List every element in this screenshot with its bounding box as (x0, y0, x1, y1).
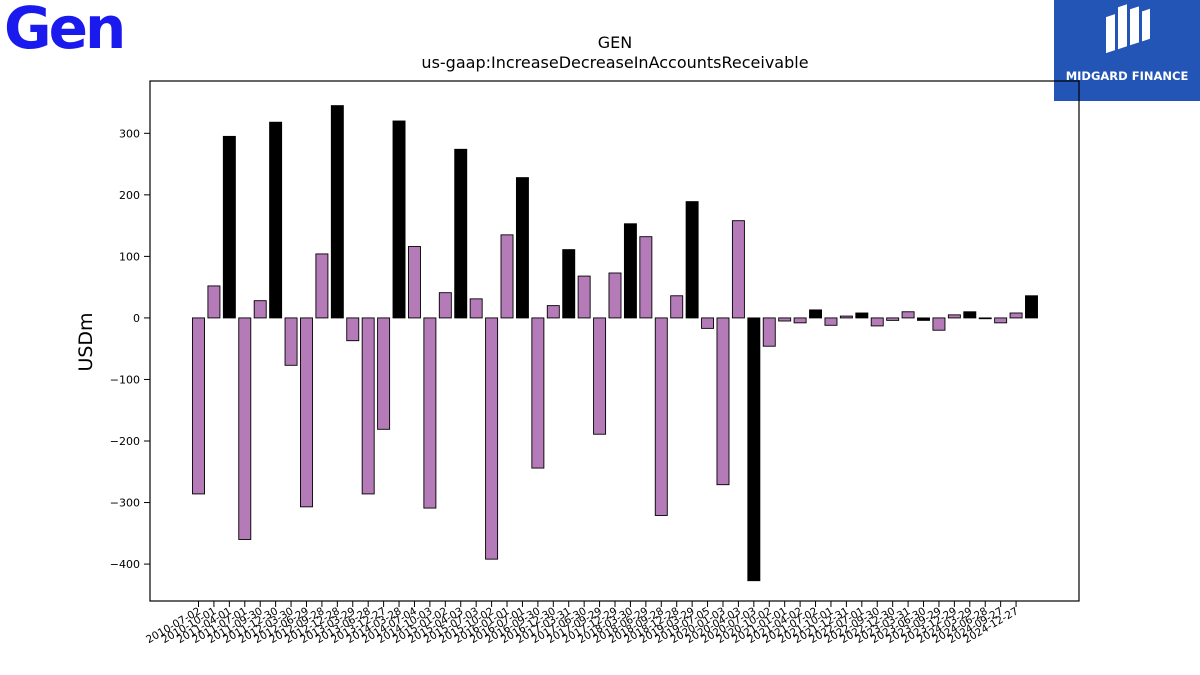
bar-2011-12-30 (269, 121, 283, 319)
bar-2020-07-03 (747, 317, 761, 582)
bar-2011-09-30 (253, 300, 267, 319)
bar-2023-09-29 (932, 317, 946, 331)
bar-2010-10-01 (207, 285, 221, 319)
bar-2017-03-31 (562, 249, 576, 319)
bar-2014-07-04 (408, 246, 421, 319)
bar-2018-12-28 (670, 295, 684, 319)
bar-2024-03-29 (963, 311, 977, 319)
bar-2012-12-28 (330, 105, 344, 319)
bar-2021-10-01 (824, 317, 838, 326)
bars-group (192, 105, 1038, 582)
bar-2024-12-27 (1009, 312, 1023, 319)
bar-2015-10-02 (485, 317, 499, 560)
midgard-monogram-icon (1106, 4, 1150, 54)
bar-undefined (1025, 295, 1038, 319)
bar-2016-01-01 (500, 234, 514, 319)
y-tick-label: 300 (119, 127, 140, 140)
bar-2018-03-30 (623, 223, 637, 319)
bar-2010-07-02 (192, 317, 205, 495)
bar-2015-01-02 (438, 292, 452, 319)
y-tick-label: 0 (133, 312, 140, 325)
bar-2019-07-05 (701, 317, 715, 329)
bar-2011-07-01 (238, 317, 252, 540)
plot-frame (149, 80, 1080, 602)
bar-2020-10-02 (762, 317, 776, 347)
bar-2011-04-01 (222, 135, 236, 319)
bar-2012-09-28 (315, 253, 329, 319)
bar-2017-09-29 (593, 317, 607, 435)
bar-2017-12-29 (608, 272, 622, 319)
bar-2021-07-02 (809, 309, 823, 319)
bar-2021-12-31 (839, 315, 853, 319)
bar-2012-03-30 (284, 317, 298, 366)
chart-subtitle: us-gaap:IncreaseDecreaseInAccountsReceiv… (421, 53, 808, 72)
bar-2024-06-28 (978, 317, 992, 320)
bar-2014-03-28 (392, 120, 406, 319)
y-tick-label: −100 (110, 373, 140, 386)
bar-2018-06-29 (639, 236, 653, 319)
bar-2012-06-29 (300, 317, 313, 508)
y-tick-label: 200 (119, 189, 140, 202)
bar-2022-09-30 (870, 317, 884, 327)
bar-2020-01-03 (716, 317, 730, 486)
bar-2015-07-03 (469, 298, 483, 319)
chart-title: GEN (598, 33, 632, 52)
midgard-finance-badge: MIDGARD FINANCE (1054, 0, 1200, 101)
gen-logo-text: Gen (4, 0, 126, 62)
y-axis-ticks: −400 −300 −200 −100 0 100 200 300 (110, 127, 150, 571)
bar-2024-09-27 (994, 317, 1008, 324)
bar-2013-06-28 (361, 317, 375, 495)
bar-2016-07-01 (515, 177, 529, 319)
y-axis-label: USDm (75, 312, 97, 371)
bar-2022-12-30 (886, 317, 900, 321)
badge-name: MIDGARD FINANCE (1065, 69, 1189, 83)
bar-2015-04-03 (454, 148, 468, 319)
bar-2016-12-30 (546, 305, 560, 319)
bar-2018-09-28 (654, 317, 668, 516)
y-tick-label: −200 (110, 435, 140, 448)
bar-2014-10-03 (423, 317, 437, 509)
bar-2019-03-29 (685, 201, 699, 319)
bar-2021-01-01 (778, 317, 792, 322)
y-tick-label: −400 (110, 558, 140, 571)
bar-2020-04-03 (731, 220, 745, 319)
y-tick-label: −300 (110, 497, 140, 510)
bar-2023-12-29 (947, 314, 961, 319)
bar-2016-09-30 (531, 317, 545, 469)
bar-2013-12-27 (377, 317, 391, 430)
bar-2021-04-02 (793, 317, 807, 324)
gen-logo: Gen™ (4, 0, 130, 62)
x-axis-ticks: 2010-07-022010-10-012011-04-012011-07-01… (144, 601, 1021, 646)
bar-2017-06-30 (577, 275, 591, 319)
bar-2023-06-30 (917, 317, 930, 321)
bar-2022-07-01 (855, 312, 869, 319)
bar-2023-03-31 (901, 311, 915, 319)
bar-2013-03-29 (346, 317, 360, 342)
y-tick-label: 100 (119, 250, 140, 263)
